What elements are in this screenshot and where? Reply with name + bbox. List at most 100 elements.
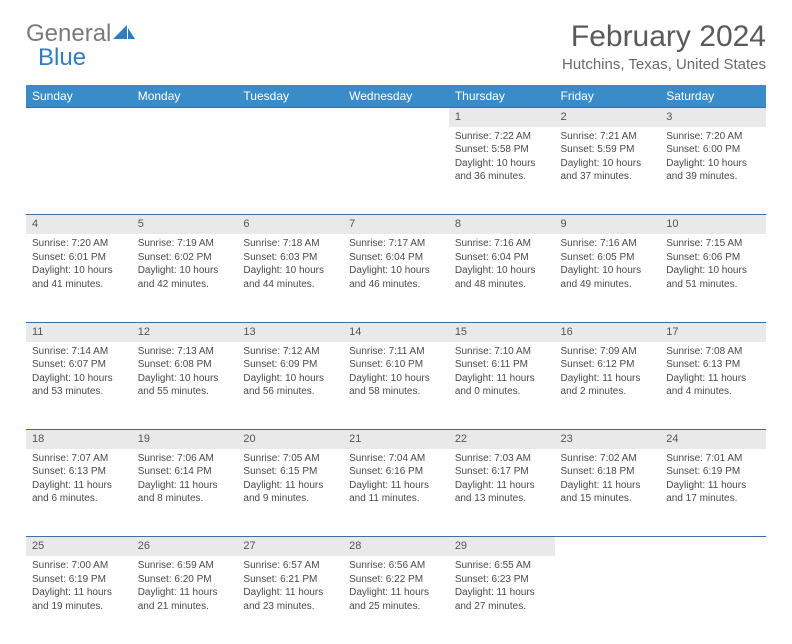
page-header: General February 2024 Hutchins, Texas, U…: [26, 20, 766, 73]
day-info-line: Sunset: 6:00 PM: [666, 143, 760, 157]
day-info-line: Sunrise: 7:15 AM: [666, 237, 760, 251]
day-info-line: Daylight: 11 hours: [32, 586, 126, 600]
weekday-header: Saturday: [660, 85, 766, 108]
day-number-cell: [26, 108, 132, 127]
day-content-cell: [660, 556, 766, 644]
day-info-line: Daylight: 11 hours: [455, 372, 549, 386]
day-info-line: Sunrise: 7:14 AM: [32, 345, 126, 359]
day-info-line: Sunrise: 7:08 AM: [666, 345, 760, 359]
day-info-line: Sunrise: 7:22 AM: [455, 130, 549, 144]
day-info-line: Daylight: 10 hours: [32, 372, 126, 386]
day-info-line: Sunrise: 7:16 AM: [561, 237, 655, 251]
day-info-line: and 8 minutes.: [138, 492, 232, 506]
title-block: February 2024 Hutchins, Texas, United St…: [562, 20, 766, 73]
day-info-line: Sunset: 6:08 PM: [138, 358, 232, 372]
day-info-line: and 39 minutes.: [666, 170, 760, 184]
day-info-line: and 21 minutes.: [138, 600, 232, 614]
day-content-cell: [343, 127, 449, 215]
day-info-line: Sunset: 6:13 PM: [32, 465, 126, 479]
day-info-line: and 0 minutes.: [455, 385, 549, 399]
day-info-line: Sunrise: 7:16 AM: [455, 237, 549, 251]
day-info-line: and 58 minutes.: [349, 385, 443, 399]
day-content-cell: Sunrise: 7:09 AMSunset: 6:12 PMDaylight:…: [555, 342, 661, 430]
day-content-cell: Sunrise: 7:02 AMSunset: 6:18 PMDaylight:…: [555, 449, 661, 537]
day-content-cell: Sunrise: 6:57 AMSunset: 6:21 PMDaylight:…: [237, 556, 343, 644]
daynum-row: 2526272829: [26, 537, 766, 556]
day-number-cell: 11: [26, 322, 132, 341]
day-info-line: Sunset: 6:04 PM: [455, 251, 549, 265]
day-info-line: Sunset: 6:16 PM: [349, 465, 443, 479]
day-info-line: Sunset: 6:15 PM: [243, 465, 337, 479]
day-info-line: Sunrise: 7:09 AM: [561, 345, 655, 359]
day-info-line: Daylight: 11 hours: [455, 479, 549, 493]
day-info-line: Sunset: 6:17 PM: [455, 465, 549, 479]
day-info-line: Daylight: 10 hours: [455, 157, 549, 171]
day-info-line: Daylight: 10 hours: [32, 264, 126, 278]
day-content-cell: Sunrise: 6:55 AMSunset: 6:23 PMDaylight:…: [449, 556, 555, 644]
day-info-line: and 49 minutes.: [561, 278, 655, 292]
logo-blue-text-wrap: Blue: [38, 44, 86, 72]
day-info-line: Sunrise: 6:57 AM: [243, 559, 337, 573]
day-number-cell: 27: [237, 537, 343, 556]
day-info-line: Daylight: 11 hours: [138, 479, 232, 493]
day-info-line: Sunrise: 7:20 AM: [666, 130, 760, 144]
day-info-line: and 17 minutes.: [666, 492, 760, 506]
day-number-cell: [343, 108, 449, 127]
day-content-cell: Sunrise: 7:15 AMSunset: 6:06 PMDaylight:…: [660, 234, 766, 322]
day-info-line: Daylight: 11 hours: [243, 479, 337, 493]
day-info-line: Sunset: 6:19 PM: [666, 465, 760, 479]
day-content-cell: Sunrise: 7:22 AMSunset: 5:58 PMDaylight:…: [449, 127, 555, 215]
day-info-line: Daylight: 10 hours: [561, 157, 655, 171]
day-number-cell: 1: [449, 108, 555, 127]
content-row: Sunrise: 7:22 AMSunset: 5:58 PMDaylight:…: [26, 127, 766, 215]
day-info-line: Daylight: 11 hours: [32, 479, 126, 493]
day-number-cell: 13: [237, 322, 343, 341]
day-info-line: Sunrise: 7:21 AM: [561, 130, 655, 144]
day-number-cell: [132, 108, 238, 127]
day-info-line: Daylight: 11 hours: [455, 586, 549, 600]
day-content-cell: Sunrise: 6:56 AMSunset: 6:22 PMDaylight:…: [343, 556, 449, 644]
day-info-line: Daylight: 10 hours: [349, 264, 443, 278]
day-content-cell: Sunrise: 7:21 AMSunset: 5:59 PMDaylight:…: [555, 127, 661, 215]
day-info-line: Sunrise: 7:17 AM: [349, 237, 443, 251]
calendar-table: Sunday Monday Tuesday Wednesday Thursday…: [26, 85, 766, 644]
day-info-line: and 46 minutes.: [349, 278, 443, 292]
day-info-line: Daylight: 10 hours: [243, 264, 337, 278]
day-info-line: Sunset: 6:05 PM: [561, 251, 655, 265]
day-info-line: Daylight: 11 hours: [561, 372, 655, 386]
day-info-line: Sunrise: 7:01 AM: [666, 452, 760, 466]
day-info-line: Sunset: 6:22 PM: [349, 573, 443, 587]
weekday-header: Wednesday: [343, 85, 449, 108]
day-info-line: Sunrise: 7:11 AM: [349, 345, 443, 359]
day-info-line: Sunset: 6:18 PM: [561, 465, 655, 479]
day-content-cell: Sunrise: 7:00 AMSunset: 6:19 PMDaylight:…: [26, 556, 132, 644]
day-info-line: Sunset: 6:19 PM: [32, 573, 126, 587]
day-info-line: Sunrise: 7:13 AM: [138, 345, 232, 359]
day-info-line: Daylight: 11 hours: [666, 479, 760, 493]
day-info-line: Sunset: 6:23 PM: [455, 573, 549, 587]
weekday-header: Sunday: [26, 85, 132, 108]
day-number-cell: 18: [26, 430, 132, 449]
day-info-line: Daylight: 11 hours: [349, 479, 443, 493]
day-number-cell: 17: [660, 322, 766, 341]
day-number-cell: [660, 537, 766, 556]
day-content-cell: Sunrise: 7:08 AMSunset: 6:13 PMDaylight:…: [660, 342, 766, 430]
day-info-line: Daylight: 11 hours: [666, 372, 760, 386]
day-info-line: and 42 minutes.: [138, 278, 232, 292]
day-info-line: Sunset: 6:06 PM: [666, 251, 760, 265]
content-row: Sunrise: 7:00 AMSunset: 6:19 PMDaylight:…: [26, 556, 766, 644]
day-number-cell: 28: [343, 537, 449, 556]
day-info-line: and 19 minutes.: [32, 600, 126, 614]
day-content-cell: [26, 127, 132, 215]
day-info-line: Sunrise: 7:04 AM: [349, 452, 443, 466]
weekday-header: Thursday: [449, 85, 555, 108]
day-number-cell: 2: [555, 108, 661, 127]
content-row: Sunrise: 7:20 AMSunset: 6:01 PMDaylight:…: [26, 234, 766, 322]
day-content-cell: Sunrise: 7:18 AMSunset: 6:03 PMDaylight:…: [237, 234, 343, 322]
day-content-cell: Sunrise: 7:04 AMSunset: 6:16 PMDaylight:…: [343, 449, 449, 537]
day-content-cell: [132, 127, 238, 215]
day-info-line: Sunset: 6:09 PM: [243, 358, 337, 372]
day-content-cell: Sunrise: 7:19 AMSunset: 6:02 PMDaylight:…: [132, 234, 238, 322]
day-number-cell: 5: [132, 215, 238, 234]
day-info-line: and 6 minutes.: [32, 492, 126, 506]
